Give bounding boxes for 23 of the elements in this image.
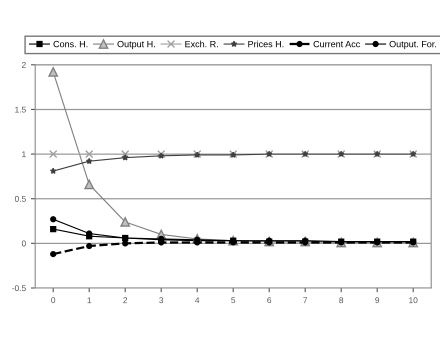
x-tick-label: 2 bbox=[123, 297, 128, 304]
legend-label: Cons. H. bbox=[54, 40, 88, 48]
legend-label: Exch. R. bbox=[185, 40, 218, 48]
legend-label: Prices H. bbox=[248, 40, 284, 48]
legend-label: Current Acc bbox=[314, 40, 360, 48]
x-tick-label: 4 bbox=[195, 297, 200, 304]
y-tick-label: 1 bbox=[22, 151, 26, 158]
y-tick-label: 0 bbox=[22, 240, 26, 246]
x-tick-label: 6 bbox=[267, 297, 272, 304]
x-tick-label: 8 bbox=[339, 297, 344, 304]
x-tick-label: 5 bbox=[231, 297, 236, 304]
legend-label: Output H. bbox=[117, 40, 155, 50]
x-tick-label: 10 bbox=[409, 297, 418, 304]
x-tick-label: 0 bbox=[51, 297, 56, 304]
y-tick-label: 0.5 bbox=[14, 196, 26, 202]
y-tick-label: 1.5 bbox=[15, 106, 26, 113]
x-tick-label: 1 bbox=[88, 297, 92, 304]
x-tick-label: 9 bbox=[375, 297, 380, 304]
y-tick-label: -0.5 bbox=[12, 285, 26, 292]
x-tick-label: 7 bbox=[303, 297, 308, 304]
x-tick-label: 3 bbox=[159, 297, 164, 304]
y-tick-label: 2 bbox=[22, 62, 26, 68]
legend-label: Output. For. bbox=[390, 40, 436, 50]
